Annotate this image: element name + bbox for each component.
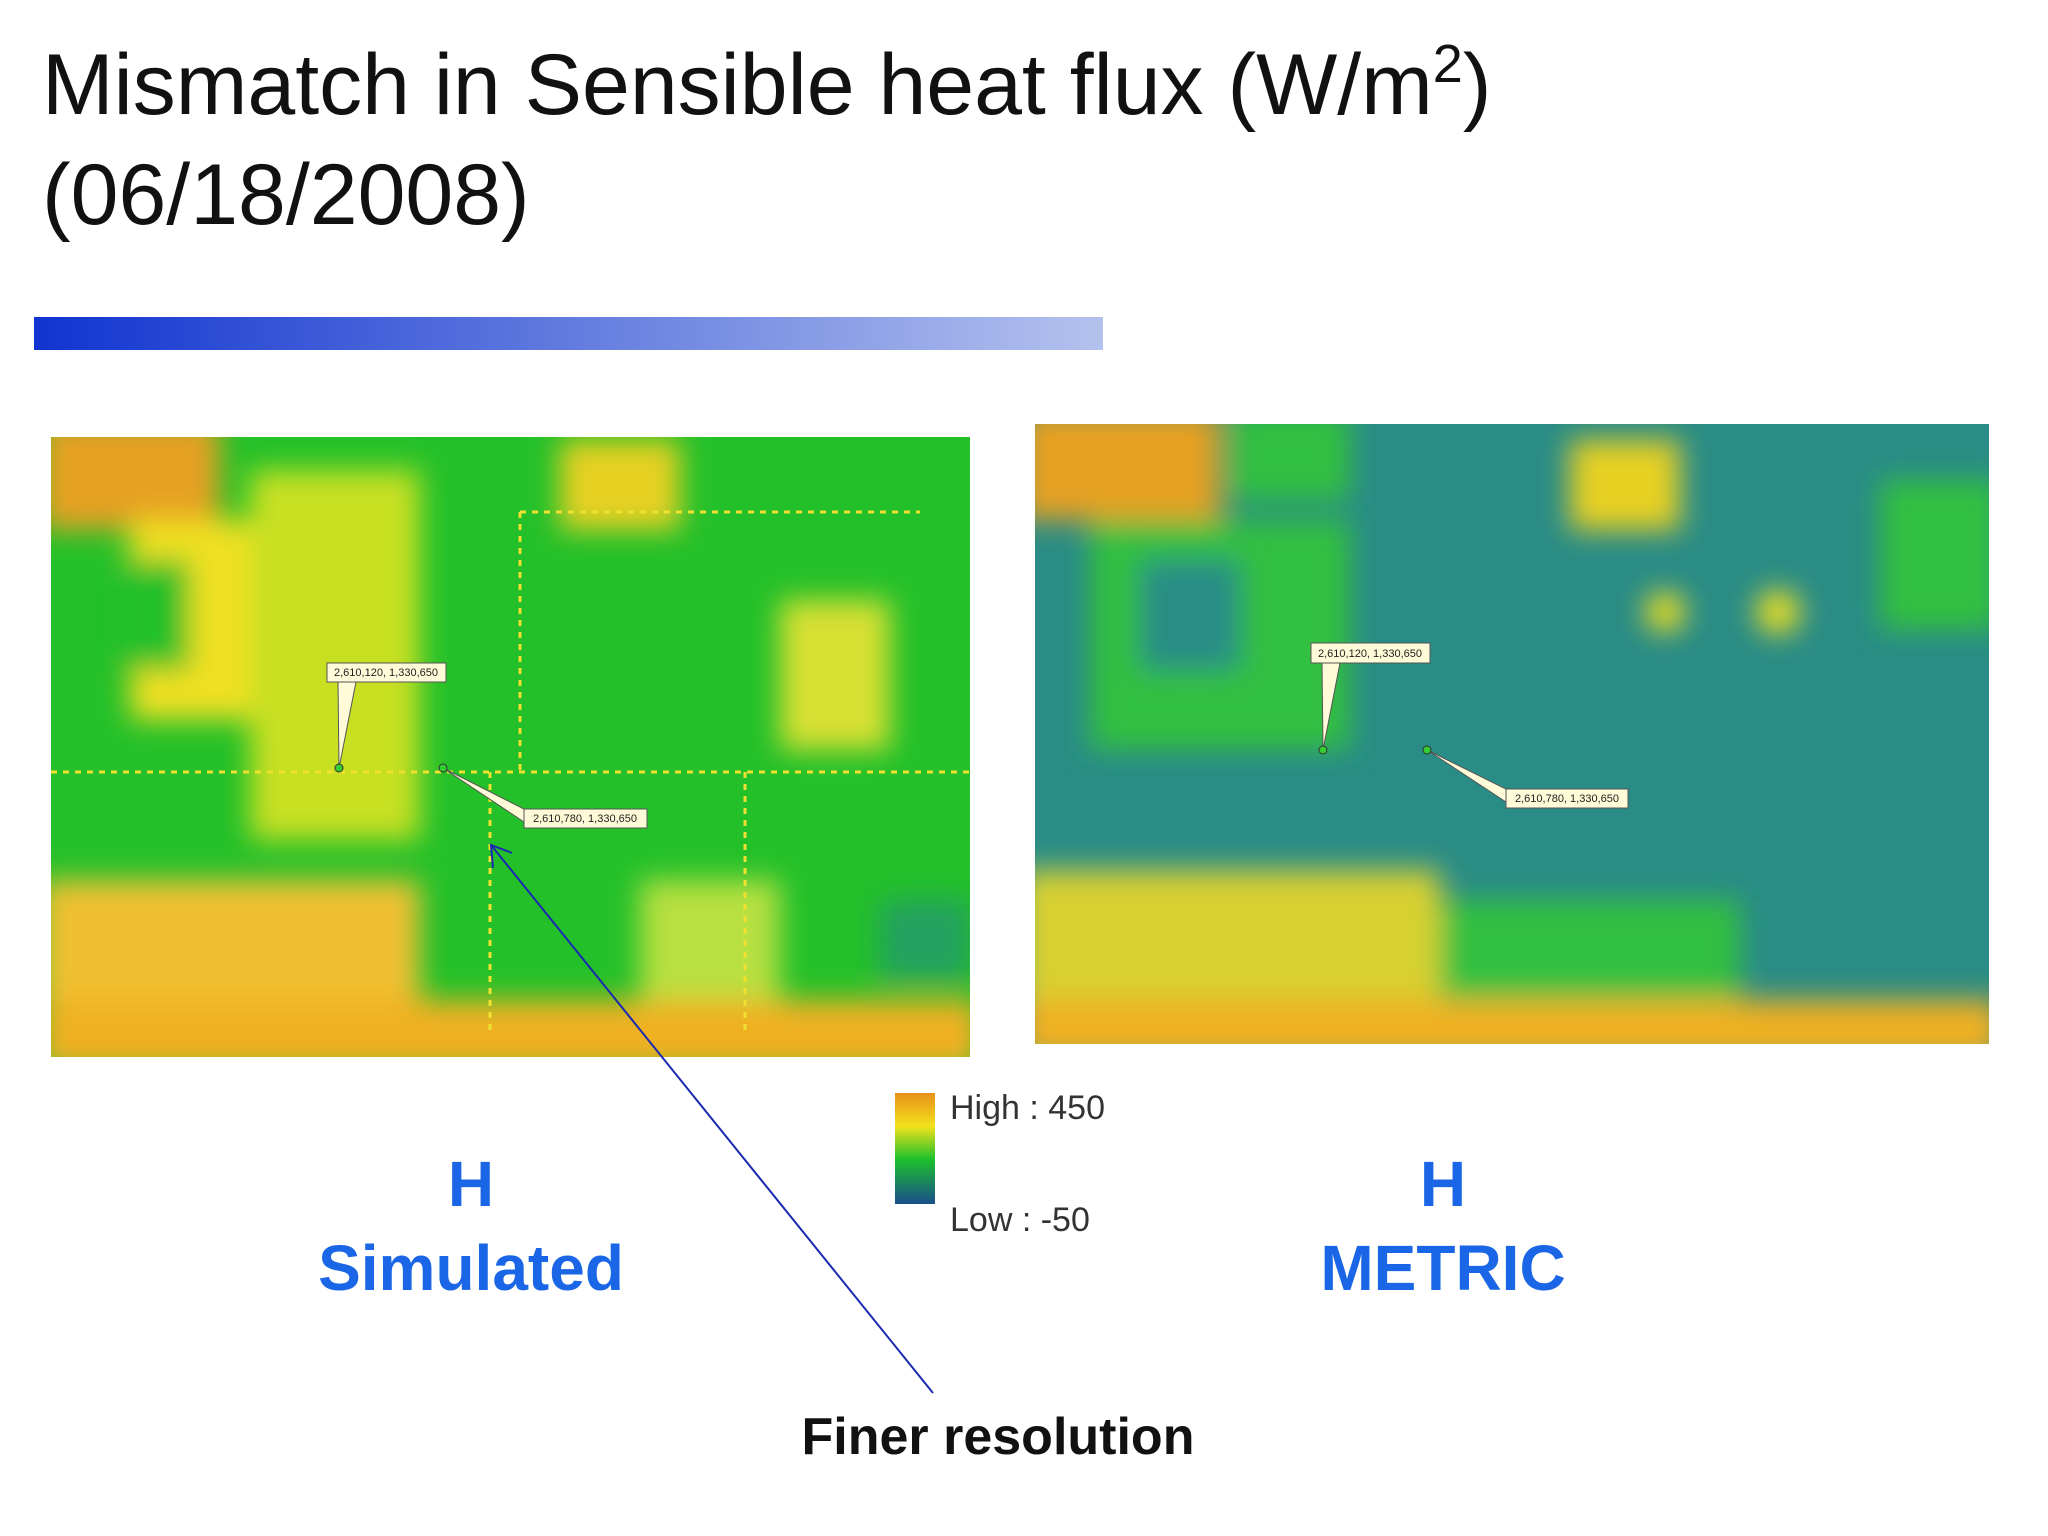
callout-box [1310, 642, 1431, 664]
callout-label: 2,610,120, 1,330,650 [334, 667, 438, 679]
heatmap-metric [1035, 424, 1989, 1044]
annotation: Finer resolution [802, 1408, 1195, 1466]
legend-ramp [895, 1093, 935, 1204]
title-date: (06/18/2008) [42, 147, 530, 243]
callout-label: 2,610,780, 1,330,650 [1515, 793, 1619, 805]
title: Mismatch in Sensible heat flux (W/m2) [42, 34, 1491, 133]
arrow-head [489, 843, 513, 869]
arrow [490, 844, 934, 1394]
callout-box [523, 808, 648, 829]
caption: Simulated [318, 1232, 624, 1304]
caption-symbol: H [1420, 1148, 1466, 1220]
title-bar [34, 317, 1103, 350]
callouts: 2,610,120, 1,330,650 2,610,780, 1,330,65… [326, 642, 1629, 829]
callout-box [1505, 788, 1629, 809]
legend-high: High : 450 [950, 1089, 1105, 1127]
caption: METRIC [1320, 1232, 1565, 1304]
callout-label: 2,610,780, 1,330,650 [533, 813, 637, 825]
legend-low: Low : -50 [950, 1201, 1090, 1239]
callout-box [326, 662, 447, 683]
heatmap-simulated [51, 437, 970, 1057]
callout-label: 2,610,120, 1,330,650 [1318, 648, 1422, 660]
caption-symbol: H [448, 1148, 494, 1220]
